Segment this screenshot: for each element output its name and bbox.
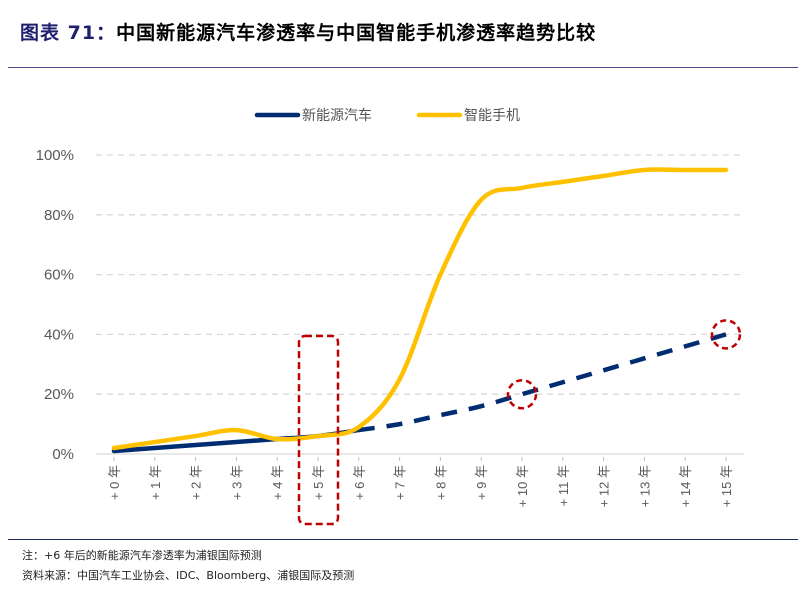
x-tick-label: + 15 年 [719, 465, 734, 507]
page-title: 图表 71：中国新能源汽车渗透率与中国智能手机渗透率趋势比较 [20, 18, 596, 45]
figure-number: 图表 71： [20, 22, 117, 44]
top-divider [8, 67, 798, 68]
x-tick-label: + 2 年 [189, 465, 204, 500]
x-tick-label: + 7 年 [393, 465, 408, 500]
x-tick-label: + 8 年 [433, 465, 448, 500]
x-tick-label: + 1 年 [148, 465, 163, 500]
source-note: 资料来源：中国汽车工业协会、IDC、Bloomberg、浦银国际及预测 [22, 569, 355, 582]
y-tick-label: 40% [44, 326, 74, 343]
x-tick-label: + 6 年 [352, 465, 367, 500]
x-tick-label: + 0 年 [107, 465, 122, 500]
series-nev-forecast [358, 332, 727, 433]
chart-notes: 注：+6 年后的新能源汽车渗透率为浦银国际预测 资料来源：中国汽车工业协会、ID… [22, 546, 354, 586]
x-tick-label: + 12 年 [597, 465, 612, 507]
footnote: 注：+6 年后的新能源汽车渗透率为浦银国际预测 [22, 549, 262, 562]
x-tick-label: + 9 年 [474, 465, 489, 500]
legend-label-smartphone: 智能手机 [464, 108, 520, 124]
x-tick-label: + 14 年 [678, 465, 693, 507]
y-tick-label: 80% [44, 207, 74, 224]
x-tick-label: + 4 年 [270, 465, 285, 500]
bottom-divider [8, 539, 798, 540]
highlight-box-year-5 [297, 334, 340, 526]
x-tick-label: + 13 年 [637, 465, 652, 507]
highlight-circle-year-10 [506, 378, 538, 410]
x-tick-label: + 11 年 [556, 465, 571, 506]
x-tick-label: + 5 年 [311, 465, 326, 500]
highlight-circle-year-15 [710, 319, 742, 350]
x-tick-label: + 3 年 [229, 465, 244, 500]
x-tick-label: + 10 年 [515, 465, 530, 507]
series-smartphone [111, 167, 729, 451]
legend-label-nev: 新能源汽车 [302, 107, 372, 124]
title-text: 中国新能源汽车渗透率与中国智能手机渗透率趋势比较 [116, 22, 597, 44]
legend: 新能源汽车 智能手机 [254, 107, 520, 124]
y-tick-label: 60% [44, 267, 74, 284]
y-tick-label: 0% [52, 446, 74, 463]
y-tick-label: 20% [44, 386, 74, 403]
y-tick-label: 100% [36, 147, 74, 164]
